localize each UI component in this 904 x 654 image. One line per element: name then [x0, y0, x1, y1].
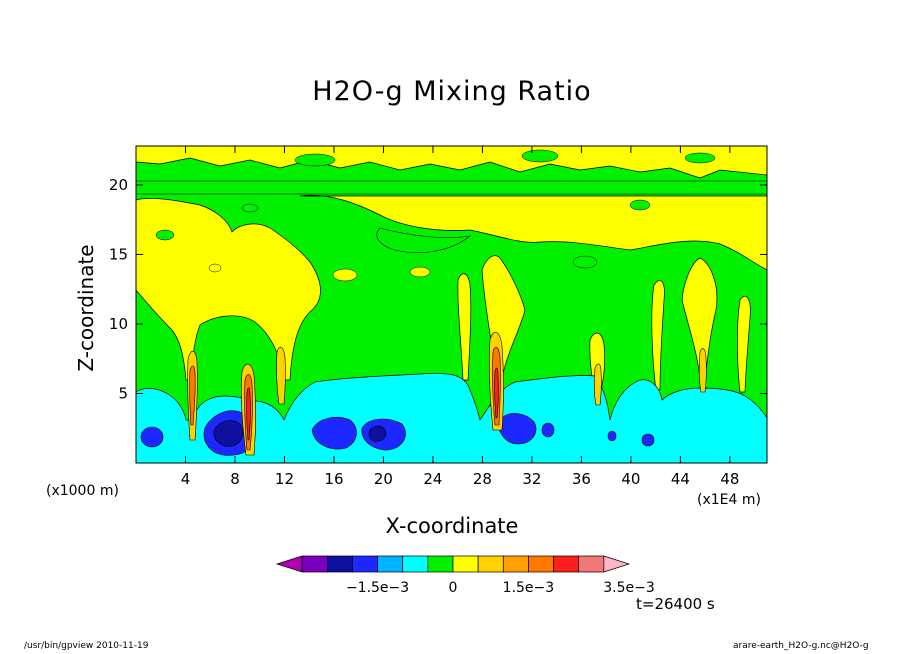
- colorbar-tick-label-0: −1.5e−3: [346, 580, 409, 596]
- tower-37: [594, 363, 602, 406]
- time-annotation: t=26400 s: [636, 595, 715, 613]
- colorbar-cell-4: [377, 555, 404, 573]
- x-tick-label-6: 28: [473, 470, 492, 488]
- yellow-column-45: [651, 280, 665, 391]
- green-patch-g: [684, 152, 716, 164]
- colorbar-cell-8: [477, 555, 504, 573]
- y-tick-label-0: 5: [118, 384, 128, 402]
- y-tick-label-1: 10: [109, 315, 128, 333]
- colorbar-tick-label-1: 0: [449, 580, 458, 596]
- footer-source-file: arare-earth_H2O-g.nc@H2O-g: [733, 641, 869, 651]
- x-tick-label-1: 8: [230, 470, 240, 488]
- mid-green-patch: [376, 227, 472, 253]
- x-tick-label-8: 36: [572, 470, 591, 488]
- blue-pocket-31: [498, 413, 537, 445]
- tower-9-core: [246, 387, 251, 441]
- green-patch-a: [155, 229, 175, 241]
- colorbar-cell-7: [452, 555, 479, 573]
- x-tick-label-3: 16: [324, 470, 343, 488]
- green-patch-f: [521, 149, 559, 163]
- x-unit-note-right: (x1E4 m): [697, 492, 761, 508]
- yellow-patch-c: [409, 266, 431, 278]
- tower-29-core: [494, 367, 499, 419]
- chart-title: H2O-g Mixing Ratio: [312, 76, 592, 107]
- y-tick-label-3: 20: [109, 176, 128, 194]
- colorbar-cell-13: [603, 555, 631, 573]
- upper-yellow-region: [136, 146, 767, 179]
- yellow-column-50: [737, 295, 751, 393]
- x-tick-label-7: 32: [522, 470, 541, 488]
- footer-program-date: /usr/bin/gpview 2010-11-19: [24, 641, 149, 651]
- tower-46: [699, 348, 707, 393]
- blue-pocket-left: [140, 426, 164, 448]
- green-patch-c: [572, 255, 598, 269]
- colorbar-cell-10: [528, 555, 554, 573]
- green-strip: [136, 181, 767, 194]
- colorbar: −1.5e−3 0 1.5e−3 3.5e−3: [275, 555, 655, 596]
- colorbar-cell-6: [427, 555, 454, 573]
- colorbar-cell-3: [352, 555, 378, 573]
- tower-12: [276, 346, 286, 405]
- x-tick-label-5: 24: [423, 470, 442, 488]
- tower-4-core: [189, 365, 196, 426]
- yellow-column-28: [457, 273, 472, 381]
- x-tick-label-2: 12: [275, 470, 294, 488]
- x-tick-label-4: 20: [374, 470, 393, 488]
- colorbar-cell-1: [301, 555, 328, 573]
- x-tick-label-9: 40: [621, 470, 640, 488]
- colorbar-tick-label-3: 3.5e−3: [603, 580, 655, 596]
- left-yellow-upper: [299, 194, 767, 271]
- contour-field: [136, 146, 767, 463]
- boundary-layer-cyan: [136, 373, 767, 463]
- x-tick-label-11: 48: [720, 470, 739, 488]
- strip-lines: [136, 180, 767, 195]
- colorbar-cell-12: [578, 555, 605, 573]
- left-yellow-plume: [136, 198, 321, 381]
- colorbar-cell-2: [326, 555, 353, 573]
- colorbar-cell-0: [275, 555, 303, 573]
- colorbar-cell-5: [402, 555, 429, 573]
- blue-pocket-37: [607, 430, 617, 442]
- dark-pocket-8: [213, 420, 244, 447]
- x-axis-label: X-coordinate: [385, 514, 519, 538]
- blue-pocket-42: [641, 433, 655, 447]
- blue-pocket-35: [541, 422, 555, 438]
- yellow-patch-b: [332, 268, 358, 282]
- y-tick-label-2: 15: [109, 245, 128, 263]
- colorbar-cell-11: [553, 555, 580, 573]
- dark-pocket-20: [368, 425, 387, 442]
- yellow-patch-a: [208, 263, 222, 273]
- right-yellow-plume: [681, 257, 718, 381]
- colorbar-cell-9: [502, 555, 529, 573]
- green-patch-d: [629, 199, 651, 211]
- colorbar-tick-label-2: 1.5e−3: [503, 580, 555, 596]
- green-patch-e: [294, 153, 336, 167]
- x-unit-note-left: (x1000 m): [46, 483, 119, 499]
- x-tick-label-0: 4: [181, 470, 191, 488]
- plot-frame: [135, 145, 768, 464]
- x-tick-label-10: 44: [671, 470, 690, 488]
- blue-pocket-16: [311, 417, 357, 450]
- green-patch-b: [241, 203, 259, 213]
